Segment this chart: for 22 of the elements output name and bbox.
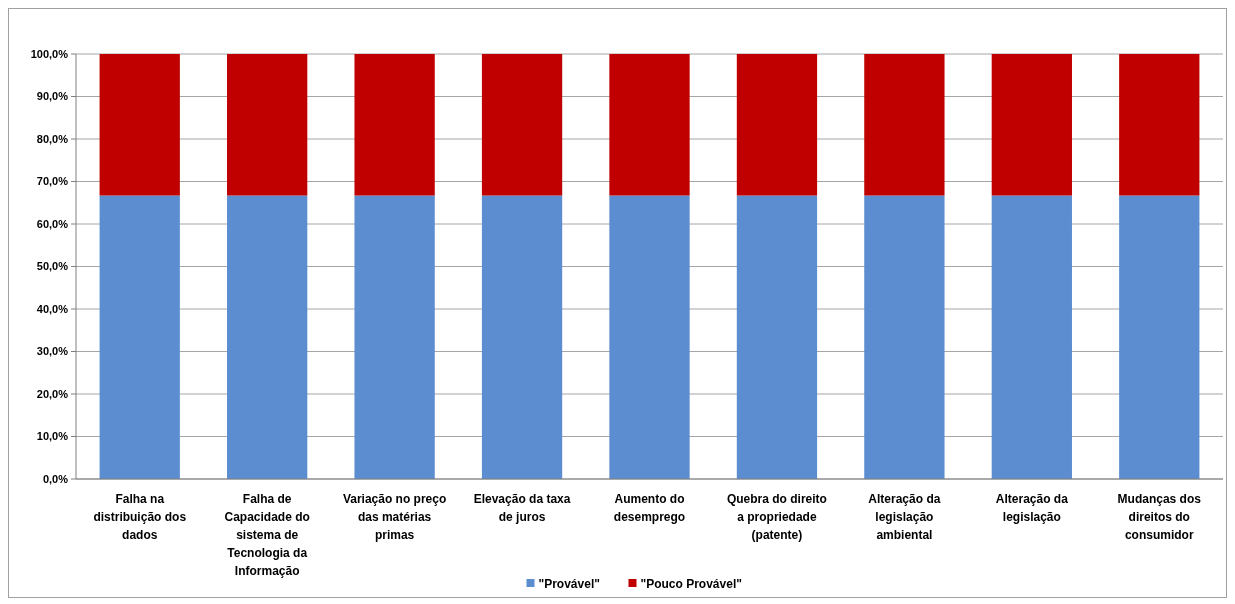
x-tick-label: Alteração da legislação (995, 492, 1069, 524)
y-tick-label: 80,0% (36, 132, 69, 145)
y-tick-label: 90,0% (36, 90, 69, 103)
y-tick-label: 70,0% (36, 175, 69, 188)
y-tick-label: 30,0% (36, 345, 69, 358)
y-tick-label: 10,0% (36, 430, 69, 443)
x-tick-label: Alteração da legislação ambiental (868, 492, 941, 542)
x-tick-label: Aumento do desemprego (613, 492, 686, 524)
y-tick-label: 100,0% (30, 47, 69, 60)
x-tick-label: Elevação da taxa de juros (473, 492, 571, 524)
legend-label: "Pouco Provável" (640, 577, 742, 592)
y-tick-label: 60,0% (36, 217, 69, 230)
legend-label: "Provável" (538, 577, 600, 592)
y-tick-label: 20,0% (36, 387, 69, 400)
y-tick-label: 40,0% (36, 302, 69, 315)
x-tick-label: Falha na distribuição dos dados (93, 492, 187, 542)
x-tick-label: Variação no preço das matérias primas (342, 492, 447, 542)
x-tick-label: Quebra do direito a propriedade (patente) (726, 492, 827, 542)
x-tick-label: Falha de Capacidade do sistema de Tecnologia da Informação (224, 492, 310, 578)
x-tick-label: Mudanças dos direitos do consumidor (1117, 492, 1202, 542)
y-tick-label: 50,0% (36, 260, 69, 273)
y-tick-label: 0,0% (42, 472, 69, 485)
